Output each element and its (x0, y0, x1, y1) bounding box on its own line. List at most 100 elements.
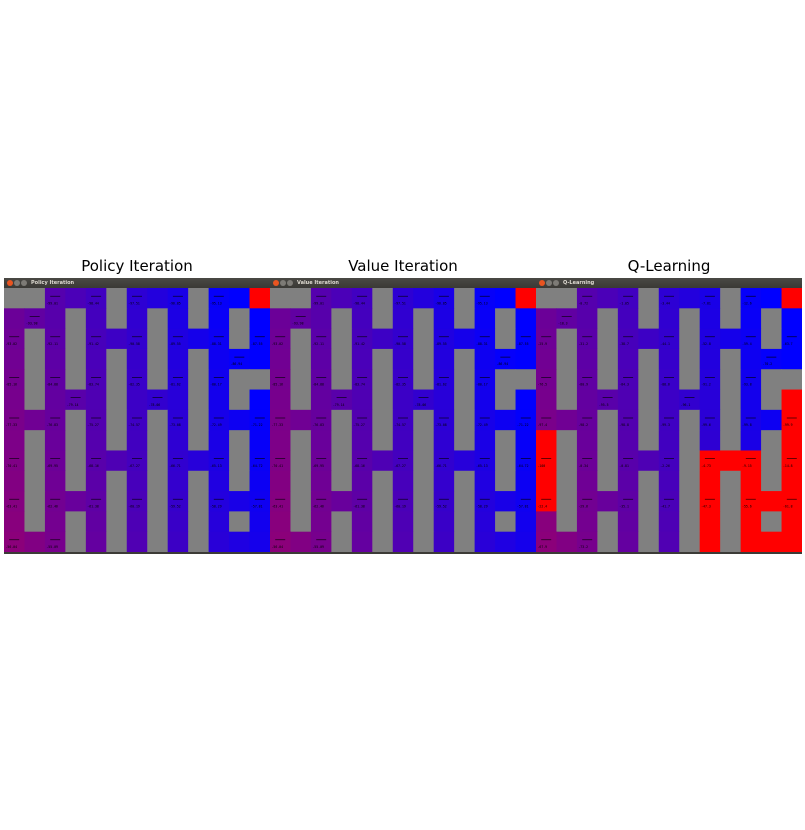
state-cell (617, 389, 639, 411)
window-titlebar[interactable]: Value Iteration (270, 278, 536, 288)
state-cell (310, 491, 332, 512)
wall-cell (761, 389, 783, 411)
app-window[interactable]: Policy Iteration -99.01 -98.44 -97.51 -96.8… (4, 278, 270, 554)
state-value-label: -80.17 (210, 383, 222, 387)
minimize-icon[interactable] (280, 280, 286, 286)
state-cell (65, 288, 87, 309)
state-cell (495, 409, 517, 431)
window-titlebar[interactable]: Q-Learning (536, 278, 802, 288)
state-value-label: -89.55 (435, 342, 447, 346)
wall-cell (229, 328, 251, 350)
state-cell (126, 450, 148, 472)
state-cell (229, 531, 251, 552)
state-cell (167, 450, 189, 472)
state-value-label: -74.57 (394, 423, 406, 427)
window-titlebar[interactable]: Policy Iteration (4, 278, 270, 288)
app-window[interactable]: Value Iteration -99.01 -98.44 -97.51 -96.85… (270, 278, 536, 554)
state-value-label: -70.41 (6, 464, 18, 468)
state-value-label: -68.16 (353, 464, 365, 468)
state-cell (495, 348, 517, 370)
app-window[interactable]: Q-Learning -0.72 -1.05 -3.44 -7.81 -12.6 -18.… (536, 278, 802, 554)
state-cell (474, 491, 496, 512)
state-value-label: -84.88 (46, 383, 58, 387)
maximize-icon[interactable] (287, 280, 293, 286)
state-value-label: -44.1 (660, 342, 670, 346)
state-cell (249, 491, 270, 512)
wall-cell (761, 308, 783, 330)
state-cell (167, 369, 189, 391)
wall-cell (413, 430, 435, 451)
state-cell (576, 308, 598, 330)
state-cell (147, 389, 169, 411)
state-cell (4, 531, 25, 552)
state-cell (617, 288, 639, 309)
wall-cell (454, 389, 476, 411)
state-value-label: -12.6 (742, 301, 752, 305)
maximize-icon[interactable] (553, 280, 559, 286)
state-value-label: -86.94 (497, 362, 509, 366)
close-icon[interactable] (539, 280, 545, 286)
state-value-label: -75.27 (87, 423, 99, 427)
minimize-icon[interactable] (14, 280, 20, 286)
state-cell (310, 348, 332, 370)
state-cell (617, 369, 639, 391)
wall-cell (495, 470, 517, 492)
state-cell (208, 491, 230, 512)
state-value-label: -67.9 (538, 545, 548, 549)
wall-cell (372, 491, 394, 512)
state-value-label: -9.15 (742, 464, 752, 468)
state-cell (761, 348, 783, 370)
state-cell (126, 470, 148, 492)
wall-cell (188, 348, 210, 370)
state-cell (740, 369, 762, 391)
state-value-label: -71.22 (517, 423, 529, 427)
close-icon[interactable] (7, 280, 13, 286)
wall-cell (413, 369, 435, 391)
maximize-icon[interactable] (21, 280, 27, 286)
state-cell (515, 470, 536, 492)
state-value-label: -97.4 (538, 423, 548, 427)
state-value-label: -29.6 (578, 504, 588, 508)
state-value-label: -97.51 (128, 301, 140, 305)
state-cell (781, 450, 802, 472)
state-cell (167, 470, 189, 492)
wall-cell (24, 430, 46, 451)
wall-cell (372, 470, 394, 492)
state-cell (413, 389, 435, 411)
state-cell (4, 348, 25, 370)
state-cell (270, 531, 291, 552)
wall-cell (679, 450, 701, 472)
wall-cell (372, 430, 394, 451)
wall-cell (556, 328, 578, 350)
minimize-icon[interactable] (546, 280, 552, 286)
state-cell (4, 470, 25, 492)
state-cell (536, 348, 557, 370)
wall-cell (188, 491, 210, 512)
state-value-label: -87.55 (251, 342, 263, 346)
wall-cell (106, 348, 128, 370)
wall-cell (372, 531, 394, 552)
state-cell (658, 430, 680, 451)
state-value-label: -81.62 (169, 383, 181, 387)
state-cell (167, 348, 189, 370)
state-value-label: -78.06 (149, 403, 161, 407)
state-cell (474, 450, 496, 472)
wall-cell (372, 308, 394, 330)
state-value-label: -99.8 (742, 423, 752, 427)
wall-cell (761, 470, 783, 492)
wall-cell (249, 369, 270, 391)
wall-cell (515, 369, 536, 391)
state-cell (658, 470, 680, 492)
state-cell (4, 369, 25, 391)
state-cell (576, 470, 598, 492)
state-cell (699, 308, 721, 330)
close-icon[interactable] (273, 280, 279, 286)
state-value-label: -79.14 (67, 403, 79, 407)
state-cell (474, 511, 496, 533)
wall-cell (761, 511, 783, 533)
wall-cell (106, 531, 128, 552)
state-value-label: -59.4 (742, 342, 752, 346)
state-cell (433, 491, 455, 512)
state-value-label: -60.19 (128, 504, 140, 508)
wall-cell (679, 409, 701, 431)
